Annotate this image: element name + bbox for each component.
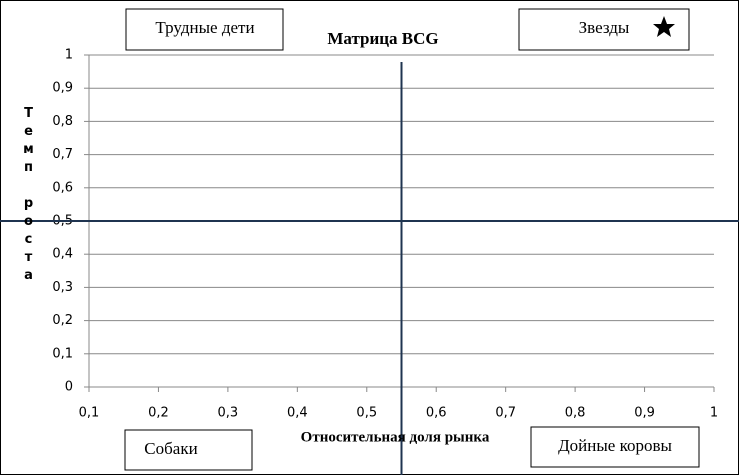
y-tick-label: 0 <box>65 380 73 395</box>
x-tick-label: 0,4 <box>287 406 308 421</box>
x-tick-label: 0,3 <box>218 406 239 421</box>
star-icon <box>653 16 675 37</box>
quadrant-label: Собаки <box>144 439 197 458</box>
y-tick-label: 0,1 <box>52 346 73 361</box>
y-tick-label: 0,6 <box>52 180 73 195</box>
chart-title: Матрица BCG <box>327 29 438 48</box>
x-tick-label: 0,8 <box>565 406 586 421</box>
y-tick-label: 0,2 <box>52 313 73 328</box>
quadrant-label: Трудные дети <box>155 18 254 37</box>
x-tick-label: 0,7 <box>495 406 516 421</box>
y-axis-title: Темп роста <box>21 106 36 286</box>
y-tick-label: 1 <box>65 48 73 63</box>
x-tick-label: 0,5 <box>356 406 377 421</box>
x-tick-label: 0,9 <box>634 406 655 421</box>
quadrant-label: Дойные коровы <box>558 436 672 455</box>
quadrant-box <box>530 426 700 468</box>
quadrant-label: Звезды <box>579 18 630 37</box>
quadrant-box <box>125 8 284 51</box>
x-tick-label: 0,6 <box>426 406 447 421</box>
quadrant-box <box>124 429 253 471</box>
x-tick-label: 0,2 <box>148 406 169 421</box>
x-tick-label: 0,1 <box>79 406 100 421</box>
x-tick-label: 1 <box>710 406 718 421</box>
y-tick-label: 0,4 <box>52 247 73 262</box>
x-axis-title: Относительная доля рынка <box>301 429 490 445</box>
y-tick-label: 0,7 <box>52 147 73 162</box>
y-tick-label: 0,8 <box>52 114 73 129</box>
y-tick-label: 0,3 <box>52 280 73 295</box>
y-tick-label: 0,9 <box>52 81 73 96</box>
